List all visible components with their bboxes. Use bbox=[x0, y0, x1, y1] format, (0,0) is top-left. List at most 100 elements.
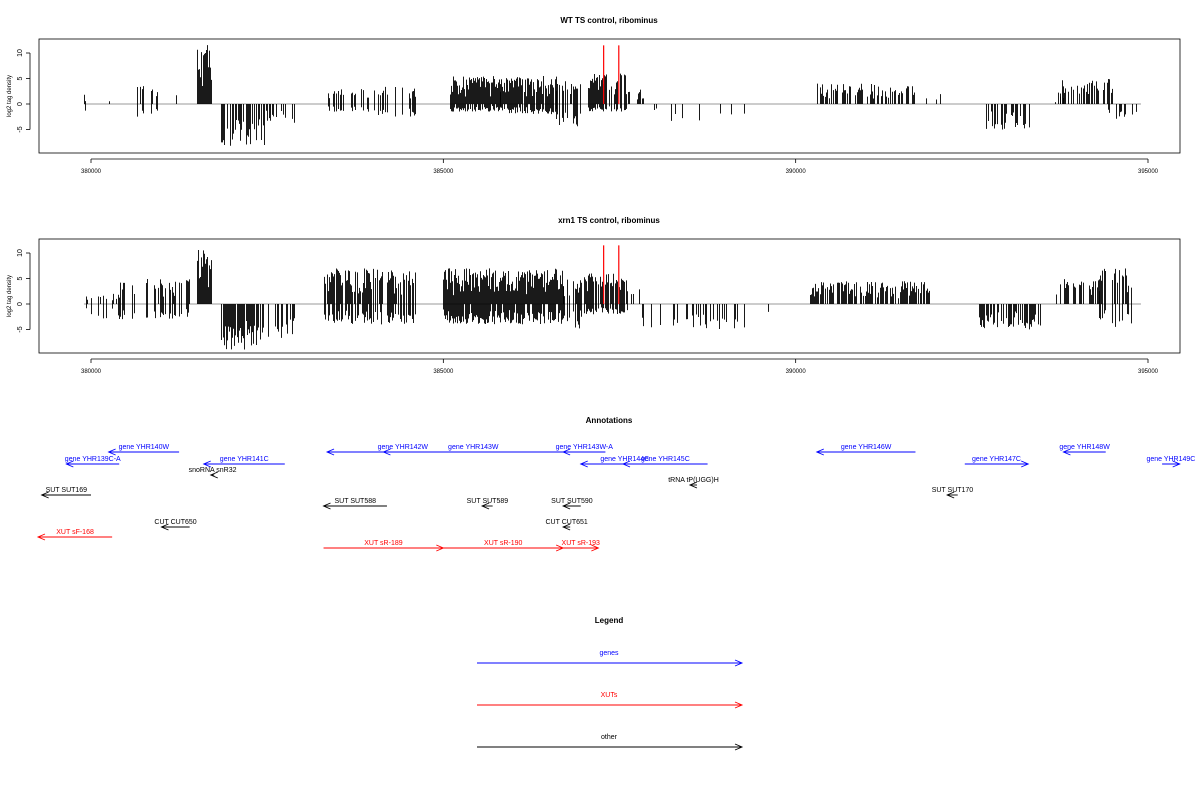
annotation-feature: CUT CUT651 bbox=[546, 519, 588, 531]
legend-label: other bbox=[601, 734, 618, 741]
y-tick-label: 10 bbox=[17, 249, 24, 257]
annotation-feature: gene YHR140W bbox=[107, 444, 180, 456]
annotation-label: XUT sR-189 bbox=[364, 540, 402, 547]
legend-entry: genes bbox=[477, 650, 744, 667]
annotation-feature: gene YHR145C bbox=[621, 456, 708, 468]
annotation-arrowhead bbox=[561, 502, 571, 510]
annotation-arrowhead bbox=[209, 471, 218, 479]
annotation-feature: gene YHR143W-A bbox=[556, 444, 614, 456]
annotation-label: XUT sR-193 bbox=[562, 540, 600, 547]
panel-xrn1: xrn1 TS control, ribominus log2 tag dens… bbox=[7, 216, 1181, 375]
annotation-arrowhead bbox=[1021, 460, 1030, 468]
annotation-arrowhead bbox=[815, 448, 824, 456]
annotation-arrowhead bbox=[36, 533, 46, 541]
legend-label: XUTs bbox=[601, 692, 618, 699]
x-tick-label: 390000 bbox=[786, 369, 807, 375]
annotation-arrowhead bbox=[561, 448, 571, 456]
annotation-label: SUT SUT590 bbox=[551, 498, 593, 505]
annotation-label: gene YHR145C bbox=[641, 456, 690, 463]
annotation-label: tRNA tP(UGG)H bbox=[668, 477, 719, 484]
panel-wt-title: WT TS control, ribominus bbox=[560, 16, 658, 25]
annotation-arrowhead bbox=[591, 544, 600, 552]
legend-label: genes bbox=[599, 650, 619, 657]
y-tick-label: 5 bbox=[17, 76, 24, 80]
panel-xrn1-ylabel: log2 tag density bbox=[7, 275, 13, 317]
annotation-label: gene YHR144C bbox=[600, 456, 649, 463]
y-tick-label: 10 bbox=[17, 49, 24, 57]
panel-wt-bars bbox=[83, 45, 1141, 146]
annotation-feature: gene YHR149C bbox=[1146, 456, 1195, 468]
annotation-arrowhead bbox=[734, 743, 744, 751]
annotation-arrowhead bbox=[1172, 460, 1181, 468]
annotation-arrowhead bbox=[734, 701, 744, 709]
annotation-label: gene YHR146W bbox=[841, 444, 892, 451]
x-tick-label: 380000 bbox=[81, 369, 102, 375]
y-tick-label: 5 bbox=[17, 276, 24, 280]
annotation-label: XUT sF-168 bbox=[56, 529, 94, 536]
x-tick-label: 380000 bbox=[81, 169, 102, 175]
panel-xrn1-title: xrn1 TS control, ribominus bbox=[558, 216, 660, 225]
y-tick-label: 0 bbox=[17, 302, 24, 306]
annotation-arrowhead bbox=[382, 448, 391, 456]
annotation-arrowhead bbox=[202, 460, 211, 468]
annotation-feature: gene YHR147C bbox=[964, 456, 1030, 468]
annotation-arrowhead bbox=[561, 523, 571, 531]
annotation-feature: SUT SUT590 bbox=[551, 498, 593, 510]
annotation-feature: SUT SUT169 bbox=[40, 487, 91, 499]
annotation-label: gene YHR149C bbox=[1146, 456, 1195, 463]
annotation-arrowhead bbox=[621, 460, 631, 468]
annotation-feature: tRNA tP(UGG)H bbox=[668, 477, 719, 489]
annotation-arrowhead bbox=[65, 460, 74, 468]
annotation-arrowhead bbox=[40, 491, 49, 499]
x-tick-label: 385000 bbox=[433, 169, 454, 175]
panel-wt-axes: -5 0 5 10 380000 385000 390000 395000 bbox=[17, 49, 1159, 175]
annotation-feature: XUT sR-189 bbox=[323, 540, 445, 552]
annotation-feature: gene YHR139C-A bbox=[65, 456, 121, 468]
legend-entry: other bbox=[477, 734, 744, 751]
annotation-feature: gene YHR141C bbox=[202, 456, 285, 468]
x-tick-label: 395000 bbox=[1138, 169, 1159, 175]
annotation-arrowhead bbox=[107, 448, 116, 456]
x-tick-label: 390000 bbox=[786, 169, 807, 175]
annotation-label: gene YHR148W bbox=[1059, 444, 1110, 451]
annotation-label: gene YHR143W-A bbox=[556, 444, 614, 451]
annotation-arrowhead bbox=[1062, 448, 1071, 456]
annotation-feature: snoRNA snR32 bbox=[189, 467, 237, 479]
annotation-label: gene YHR140W bbox=[119, 444, 170, 451]
panel-xrn1-plot-frame bbox=[38, 238, 1181, 354]
annotation-feature: SUT SUT589 bbox=[467, 498, 509, 510]
annotation-feature: gene YHR146W bbox=[815, 444, 916, 456]
legend-entry: XUTs bbox=[477, 692, 744, 709]
annotation-label: XUT sR-190 bbox=[484, 540, 522, 547]
panel-xrn1-axes: -5 0 5 10 380000 385000 390000 395000 bbox=[17, 249, 1159, 375]
annotation-arrowhead bbox=[946, 491, 955, 499]
annotation-feature: SUT SUT170 bbox=[932, 487, 974, 499]
y-tick-label: -5 bbox=[17, 126, 24, 132]
annotation-feature: SUT SUT588 bbox=[322, 498, 387, 510]
annotation-tracks: gene YHR140W gene YHR139C-A gene YHR141C sn… bbox=[36, 444, 1195, 552]
annotation-feature: XUT sR-190 bbox=[443, 540, 565, 552]
annotation-arrowhead bbox=[322, 502, 331, 510]
annotation-label: gene YHR141C bbox=[220, 456, 269, 463]
panel-wt-plot-frame bbox=[38, 38, 1181, 154]
legend-entries: genes XUTs other bbox=[477, 650, 744, 751]
annotation-label: gene YHR139C-A bbox=[65, 456, 121, 463]
panel-wt-ylabel: log2 tag density bbox=[7, 75, 13, 117]
panel-xrn1-bars bbox=[83, 245, 1141, 350]
annotation-arrowhead bbox=[480, 502, 490, 510]
annotation-label: gene YHR147C bbox=[972, 456, 1021, 463]
annotation-arrowhead bbox=[579, 460, 588, 468]
annotation-label: SUT SUT588 bbox=[335, 498, 377, 505]
annotation-label: CUT CUT650 bbox=[154, 519, 196, 526]
x-tick-label: 395000 bbox=[1138, 369, 1159, 375]
annotation-label: SUT SUT589 bbox=[467, 498, 509, 505]
y-tick-label: 0 bbox=[17, 102, 24, 106]
annotations-title: Annotations bbox=[586, 416, 633, 425]
panel-wt: WT TS control, ribominus log2 tag densit… bbox=[7, 16, 1181, 175]
y-tick-label: -5 bbox=[17, 326, 24, 332]
annotation-label: SUT SUT170 bbox=[932, 487, 974, 494]
annotation-label: SUT SUT169 bbox=[46, 487, 88, 494]
annotation-arrowhead bbox=[325, 448, 335, 456]
